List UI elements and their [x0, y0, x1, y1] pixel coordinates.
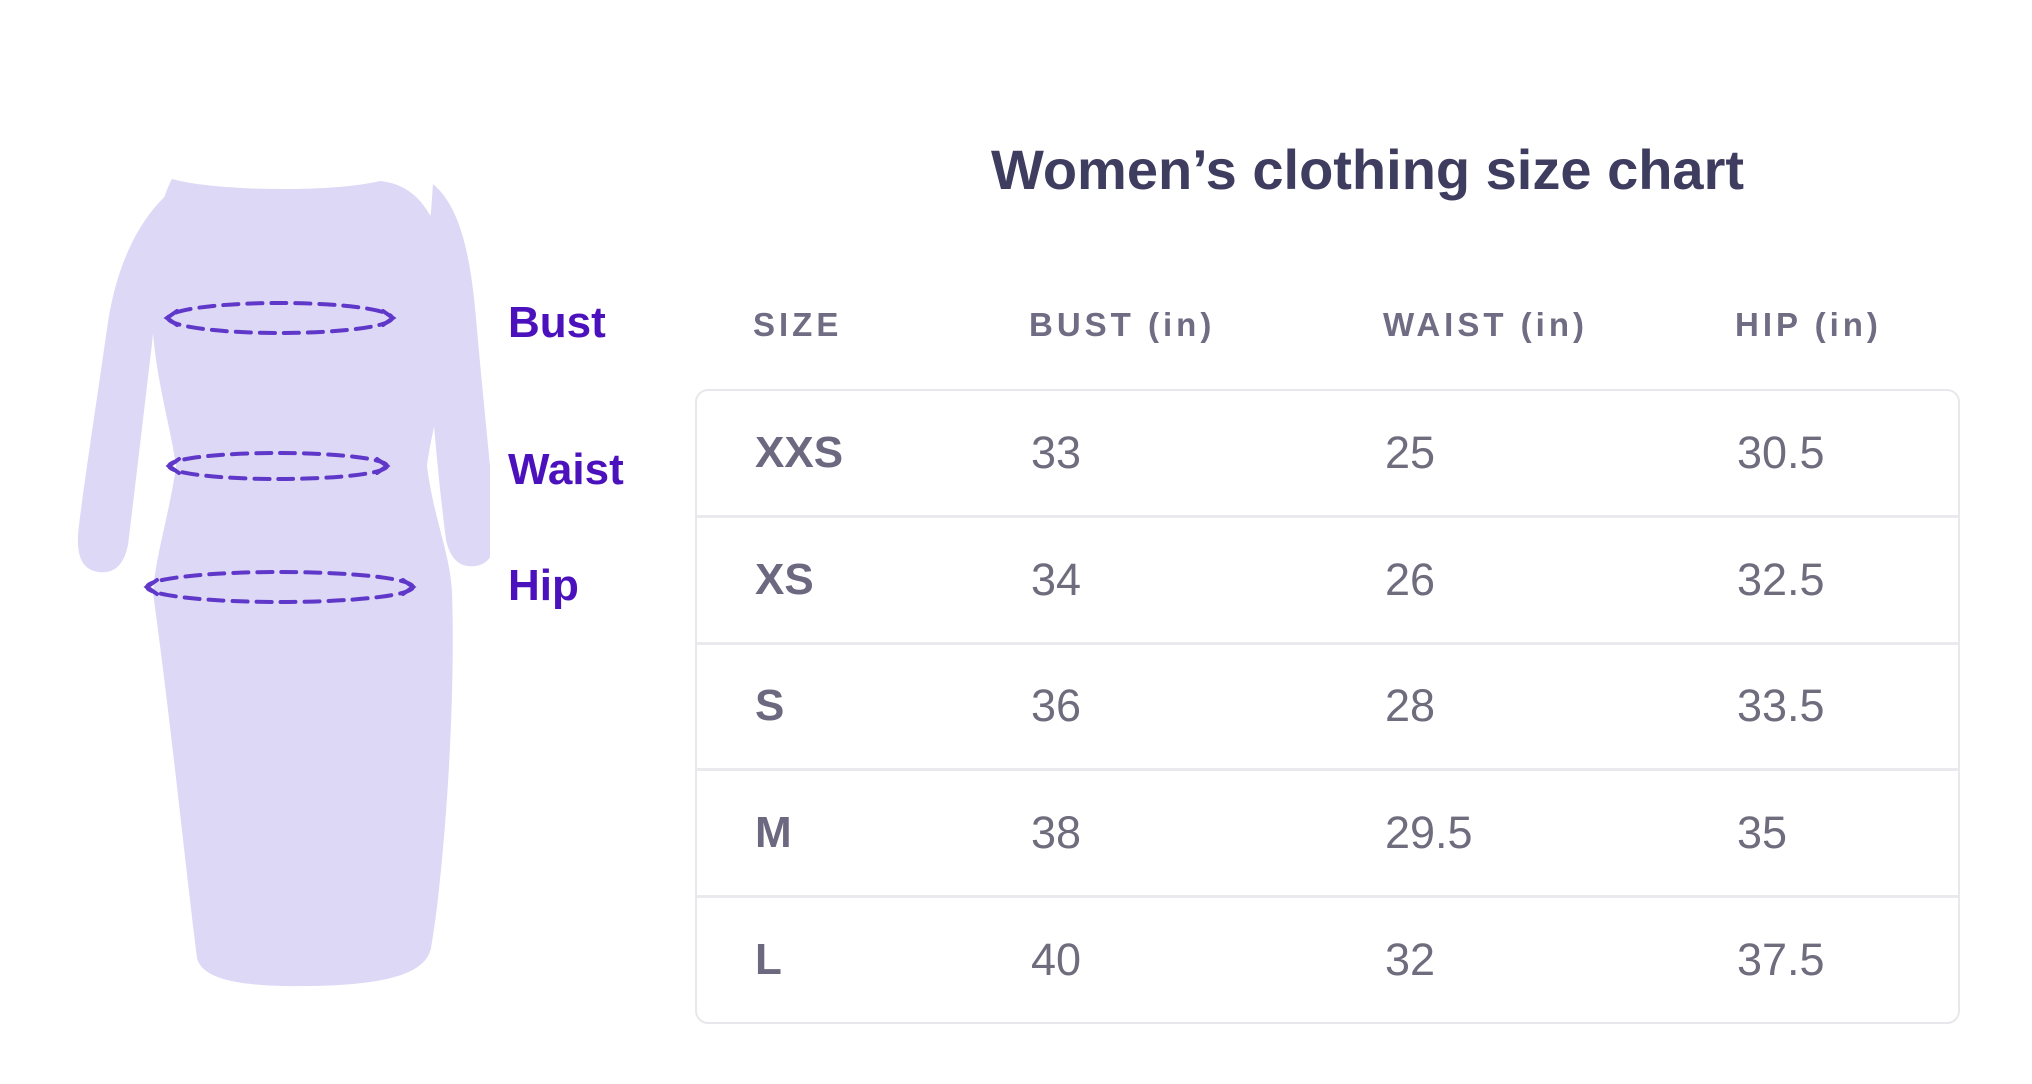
size-table: XXS 33 25 30.5 XS 34 26 32.5 S 36 28 33.… [695, 389, 1960, 1024]
dress-body-shape [151, 179, 453, 987]
column-header-bust: BUST (in) [1029, 306, 1216, 343]
size-cell: M [755, 808, 792, 858]
table-row: M 38 29.5 35 [697, 768, 1958, 895]
waist-cell: 26 [1385, 553, 1436, 605]
hip-arrow-right [401, 578, 417, 596]
bust-cell: 38 [1031, 807, 1082, 859]
waist-arrow-right [375, 457, 391, 475]
bust-arrow-right [381, 309, 397, 327]
table-header-row: SIZE BUST (in) WAIST (in) HIP (in) [695, 290, 1960, 360]
table-row: L 40 32 37.5 [697, 895, 1958, 1022]
table-row: XXS 33 25 30.5 [697, 391, 1958, 515]
hip-arrow-left [143, 578, 159, 596]
dress-left-sleeve [77, 186, 177, 573]
waist-cell: 25 [1385, 426, 1436, 478]
size-cell: XXS [755, 427, 844, 477]
table-row: S 36 28 33.5 [697, 641, 1958, 769]
bust-label: Bust [508, 298, 606, 347]
bust-arrow-left [163, 309, 179, 327]
hip-cell: 37.5 [1737, 934, 1825, 986]
table-row: XS 34 26 32.5 [697, 514, 1958, 642]
waist-cell: 29.5 [1385, 807, 1473, 859]
waist-cell: 28 [1385, 680, 1436, 732]
bust-cell: 36 [1031, 680, 1082, 732]
bust-cell: 34 [1031, 553, 1082, 605]
hip-label: Hip [508, 561, 579, 610]
column-header-waist: WAIST (in) [1383, 306, 1588, 343]
waist-arrow-left [165, 457, 181, 475]
dress-right-sleeve [425, 184, 490, 567]
hip-cell: 33.5 [1737, 680, 1825, 732]
waist-cell: 32 [1385, 934, 1436, 986]
hip-cell: 30.5 [1737, 426, 1825, 478]
dress-illustration [77, 179, 490, 987]
size-cell: L [755, 935, 782, 985]
column-header-size: SIZE [753, 306, 843, 343]
size-cell: XS [755, 554, 814, 604]
page-title: Women’s clothing size chart [990, 138, 1745, 201]
hip-cell: 35 [1737, 807, 1788, 859]
size-cell: S [755, 681, 785, 731]
waist-label: Waist [508, 445, 624, 494]
bust-cell: 33 [1031, 426, 1082, 478]
bust-cell: 40 [1031, 934, 1082, 986]
column-header-hip: HIP (in) [1735, 306, 1882, 343]
hip-cell: 32.5 [1737, 553, 1825, 605]
